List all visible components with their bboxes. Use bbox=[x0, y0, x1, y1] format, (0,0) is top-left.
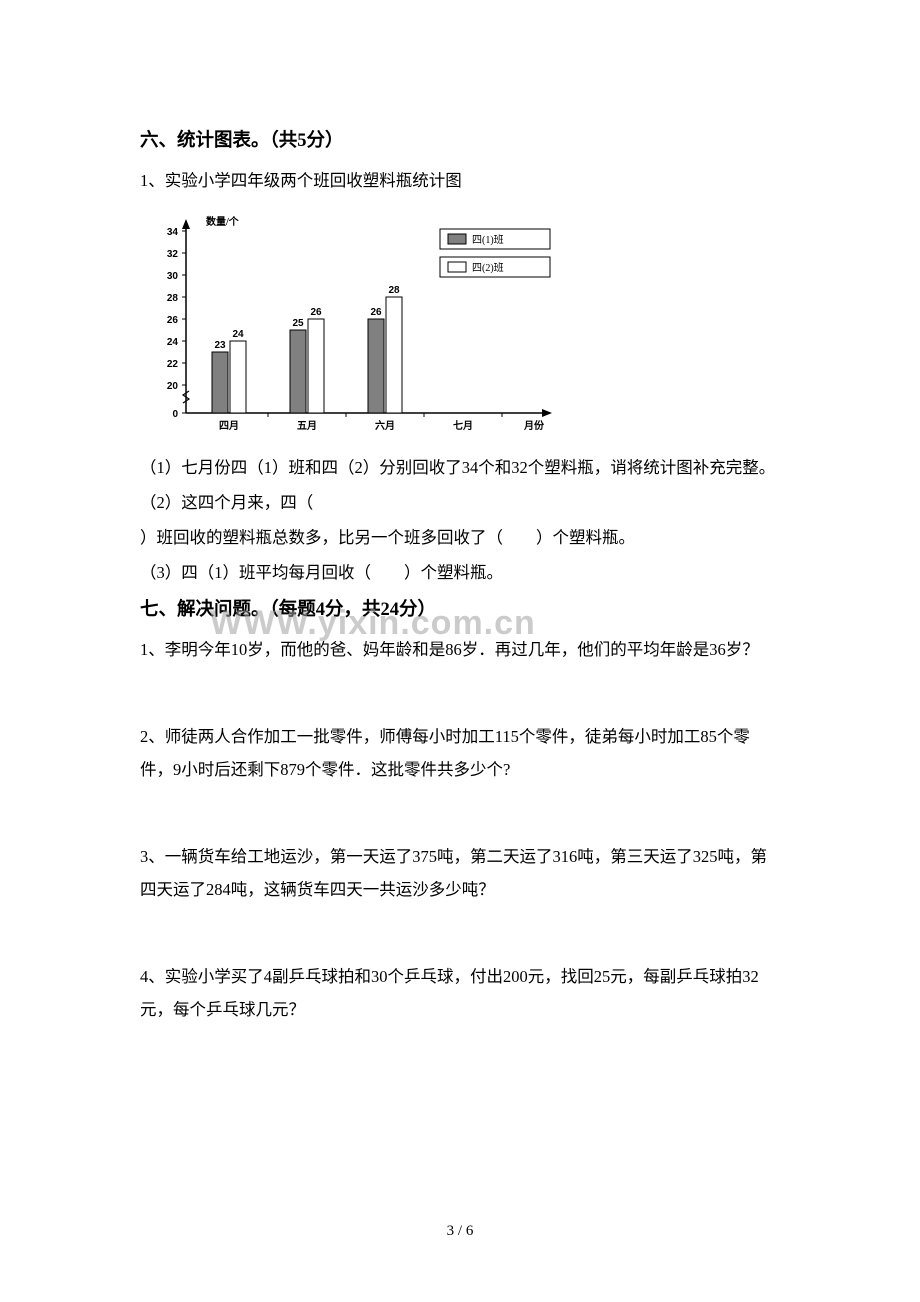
svg-text:五月: 五月 bbox=[297, 420, 317, 432]
svg-text:月份: 月份 bbox=[523, 419, 545, 432]
svg-text:0: 0 bbox=[172, 409, 178, 420]
svg-text:23: 23 bbox=[214, 340, 226, 351]
svg-text:四月: 四月 bbox=[219, 420, 239, 432]
svg-text:六月: 六月 bbox=[375, 419, 395, 432]
svg-text:28: 28 bbox=[388, 285, 400, 296]
svg-text:数量/个: 数量/个 bbox=[206, 215, 240, 228]
section7-title: 七、解决问题。（每题4分，共24分） bbox=[140, 595, 780, 621]
svg-text:四(2)班: 四(2)班 bbox=[472, 262, 504, 274]
s6-q2a: （2）这四个月来，四（ bbox=[140, 486, 780, 519]
svg-text:26: 26 bbox=[310, 307, 322, 318]
svg-text:25: 25 bbox=[292, 318, 304, 329]
section6-title: 六、统计图表。（共5分） bbox=[140, 126, 780, 152]
svg-text:32: 32 bbox=[167, 249, 179, 260]
bottle-chart: 数量/个月份 0 20 22 24 26 28 30 32 34 四(1)班四(2)班 23 24 四月 2… bbox=[140, 203, 570, 443]
svg-text:七月: 七月 bbox=[453, 419, 473, 432]
svg-text:20: 20 bbox=[167, 381, 179, 392]
s7-q4: 4、实验小学买了4副乒乓球拍和30个乒乓球，付出200元，找回25元，每副乒乓球… bbox=[140, 960, 780, 1026]
svg-text:34: 34 bbox=[167, 227, 179, 238]
s6-q3: （3）四（1）班平均每月回收（ ）个塑料瓶。 bbox=[140, 556, 780, 589]
s7-q1: 1、李明今年10岁，而他的爸、妈年龄和是86岁．再过几年，他们的平均年龄是36岁… bbox=[140, 633, 780, 666]
s6-q2b: ）班回收的塑料瓶总数多，比另一个班多回收了（ ）个塑料瓶。 bbox=[140, 521, 780, 554]
s6-q1: （1）七月份四（1）班和四（2）分别回收了34个和32个塑料瓶，诮将统计图补充完… bbox=[140, 451, 780, 484]
svg-text:22: 22 bbox=[167, 359, 179, 370]
svg-text:26: 26 bbox=[370, 307, 382, 318]
svg-text:四(1)班: 四(1)班 bbox=[472, 234, 504, 246]
svg-text:24: 24 bbox=[232, 329, 244, 340]
page-number: 3 / 6 bbox=[0, 1223, 920, 1240]
s7-q2: 2、师徒两人合作加工一批零件，师傅每小时加工115个零件，徒弟每小时加工85个零… bbox=[140, 720, 780, 786]
svg-text:30: 30 bbox=[167, 271, 179, 282]
s7-q3: 3、一辆货车给工地运沙，第一天运了375吨，第二天运了316吨，第三天运了325… bbox=[140, 840, 780, 906]
svg-text:28: 28 bbox=[167, 293, 179, 304]
svg-text:26: 26 bbox=[167, 315, 179, 326]
svg-text:24: 24 bbox=[167, 337, 179, 348]
chart-intro: 1、实验小学四年级两个班回收塑料瓶统计图 bbox=[140, 164, 780, 197]
